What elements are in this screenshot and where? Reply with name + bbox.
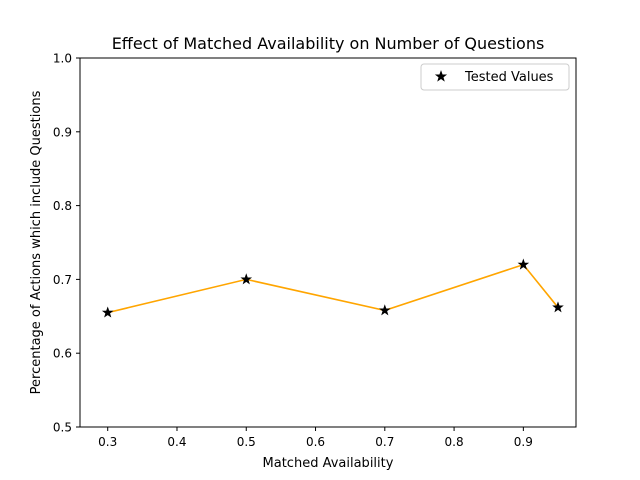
- chart-title: Effect of Matched Availability on Number…: [112, 34, 545, 53]
- axes-frame: [79, 57, 577, 428]
- data-point: [517, 258, 530, 270]
- x-axis: 0.3 0.4 0.5 0.6 0.7 0.8 0.9: [98, 427, 533, 449]
- y-tick-label: 0.5: [53, 421, 72, 435]
- legend-label: Tested Values: [464, 70, 554, 85]
- x-tick-label: 0.5: [237, 435, 256, 449]
- plot-area: [101, 258, 564, 318]
- x-tick-label: 0.7: [375, 435, 394, 449]
- data-point: [240, 273, 253, 285]
- legend-star-icon: [434, 70, 448, 82]
- x-tick-label: 0.8: [445, 435, 464, 449]
- x-tick-label: 0.6: [306, 435, 325, 449]
- series-line: [107, 263, 559, 314]
- y-axis: 0.5 0.6 0.7 0.8 0.9 1.0: [53, 52, 80, 435]
- x-tick-label: 0.3: [98, 435, 117, 449]
- data-point: [378, 304, 391, 316]
- y-tick-label: 0.8: [53, 199, 72, 213]
- y-tick-label: 0.7: [53, 273, 72, 287]
- x-axis-label: Matched Availability: [263, 456, 394, 471]
- x-tick-label: 0.4: [167, 435, 186, 449]
- y-tick-label: 0.9: [53, 125, 72, 139]
- y-axis-label: Percentage of Actions which include Ques…: [29, 90, 44, 394]
- x-tick-label: 0.9: [514, 435, 533, 449]
- y-tick-label: 0.6: [53, 347, 72, 361]
- legend-box: [420, 63, 570, 91]
- y-tick-label: 1.0: [53, 52, 72, 66]
- data-point: [552, 301, 564, 313]
- data-point: [101, 306, 114, 318]
- legend: Tested Values: [420, 63, 570, 91]
